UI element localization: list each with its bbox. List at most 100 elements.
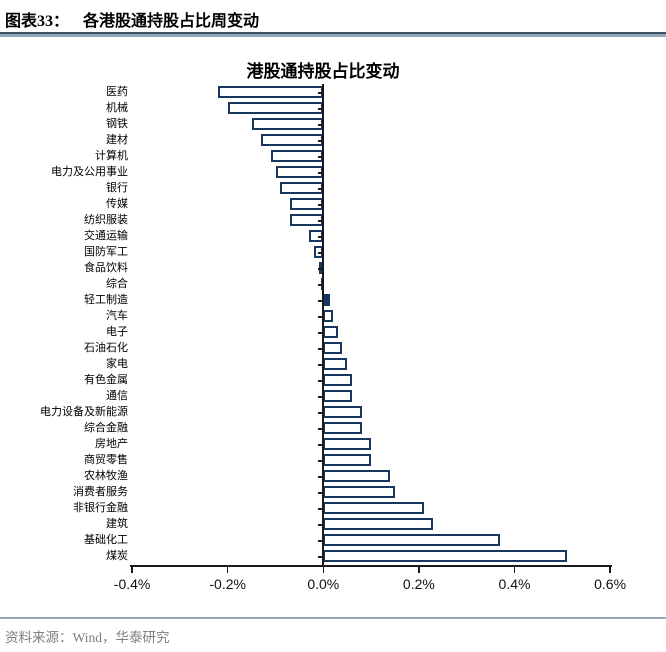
category-label: 煤炭	[106, 550, 128, 562]
category-tick	[318, 172, 323, 174]
zero-axis-line	[322, 84, 325, 567]
category-tick	[318, 268, 323, 270]
category-tick	[318, 380, 323, 382]
category-label: 食品饮料	[84, 262, 128, 274]
category-label: 基础化工	[84, 534, 128, 546]
bar	[323, 310, 333, 322]
category-label: 银行	[106, 182, 128, 194]
category-tick	[318, 396, 323, 398]
x-tick-label: -0.2%	[209, 576, 246, 592]
category-label: 计算机	[95, 150, 128, 162]
figure-number-label: 图表33：	[5, 13, 70, 30]
category-label: 电力及公用事业	[51, 166, 128, 178]
category-label: 医药	[106, 86, 128, 98]
category-tick	[318, 124, 323, 126]
x-tick-label: 0.6%	[594, 576, 627, 592]
category-label: 商贸零售	[84, 454, 128, 466]
bar	[251, 118, 324, 130]
category-tick	[318, 556, 323, 558]
x-axis-tick	[513, 567, 516, 573]
x-axis-tick	[418, 567, 420, 573]
category-tick	[318, 364, 323, 366]
bar	[323, 470, 391, 482]
category-label: 建材	[106, 134, 128, 146]
category-label: 钢铁	[106, 118, 128, 130]
category-tick	[318, 316, 323, 318]
category-label: 农林牧渔	[84, 470, 128, 482]
category-label: 家电	[106, 358, 128, 370]
x-axis-line	[130, 565, 612, 567]
category-label: 综合	[106, 278, 128, 290]
bar	[323, 374, 352, 386]
bar	[323, 406, 362, 418]
category-tick	[318, 252, 323, 254]
bar	[323, 390, 352, 402]
bar	[218, 86, 324, 98]
category-tick	[318, 92, 323, 94]
category-label: 轻工制造	[84, 294, 128, 306]
category-tick	[318, 540, 323, 542]
source-note: 资料来源：Wind，华泰研究	[5, 630, 170, 645]
category-label: 房地产	[95, 438, 128, 450]
category-tick	[318, 284, 323, 286]
x-tick-label: 0.0%	[307, 576, 340, 592]
category-label: 纺织服装	[84, 214, 128, 226]
category-label: 国防军工	[84, 246, 128, 258]
category-label: 有色金属	[84, 374, 128, 386]
bar	[323, 422, 362, 434]
bar	[323, 326, 338, 338]
category-tick	[318, 444, 323, 446]
figure-caption: 图表33： 各港股通持股占比周变动	[5, 7, 259, 33]
footer-divider	[0, 617, 666, 619]
category-tick	[318, 156, 323, 158]
category-tick	[318, 332, 323, 334]
bar	[323, 342, 343, 354]
category-tick	[318, 412, 323, 414]
x-tick-label: 0.2%	[402, 576, 435, 592]
category-label: 汽车	[106, 310, 128, 322]
chart-title: 港股通持股占比变动	[246, 62, 400, 81]
x-axis-tick	[131, 567, 133, 573]
bar	[323, 502, 424, 514]
category-label: 交通运输	[84, 230, 128, 242]
bar	[323, 454, 372, 466]
bar	[323, 294, 331, 306]
category-tick	[318, 524, 323, 526]
category-tick	[318, 204, 323, 206]
category-label: 建筑	[106, 518, 128, 530]
category-tick	[318, 508, 323, 510]
category-label: 机械	[106, 102, 128, 114]
x-tick-label: 0.4%	[498, 576, 531, 592]
category-label: 非银行金融	[73, 502, 128, 514]
category-label: 传媒	[106, 198, 128, 210]
category-label: 综合金融	[84, 422, 128, 434]
bar	[227, 102, 324, 114]
x-axis-tick	[609, 567, 611, 573]
bar	[323, 358, 348, 370]
x-tick-label: -0.4%	[113, 576, 151, 592]
bar	[323, 550, 568, 562]
category-label: 石油石化	[84, 342, 128, 354]
bar	[280, 182, 324, 194]
bar-chart: 港股通持股占比变动 医药机械钢铁建材计算机电力及公用事业银行传媒纺织服装交通运输…	[0, 40, 666, 610]
x-axis-tick	[226, 567, 229, 573]
category-tick	[318, 188, 323, 190]
category-tick	[318, 236, 323, 238]
bar	[275, 166, 324, 178]
figure-title: 各港股通持股占比周变动	[83, 13, 260, 30]
category-tick	[318, 140, 323, 142]
category-tick	[318, 300, 323, 302]
category-tick	[318, 428, 323, 430]
bar	[323, 486, 395, 498]
category-label: 消费者服务	[73, 486, 128, 498]
category-label: 电子	[106, 326, 128, 338]
x-axis-tick	[322, 567, 325, 573]
category-tick	[318, 348, 323, 350]
bar	[261, 134, 324, 146]
category-tick	[318, 220, 323, 222]
bar	[323, 534, 501, 546]
bar	[270, 150, 324, 162]
bar	[323, 518, 434, 530]
category-label: 通信	[106, 390, 128, 402]
